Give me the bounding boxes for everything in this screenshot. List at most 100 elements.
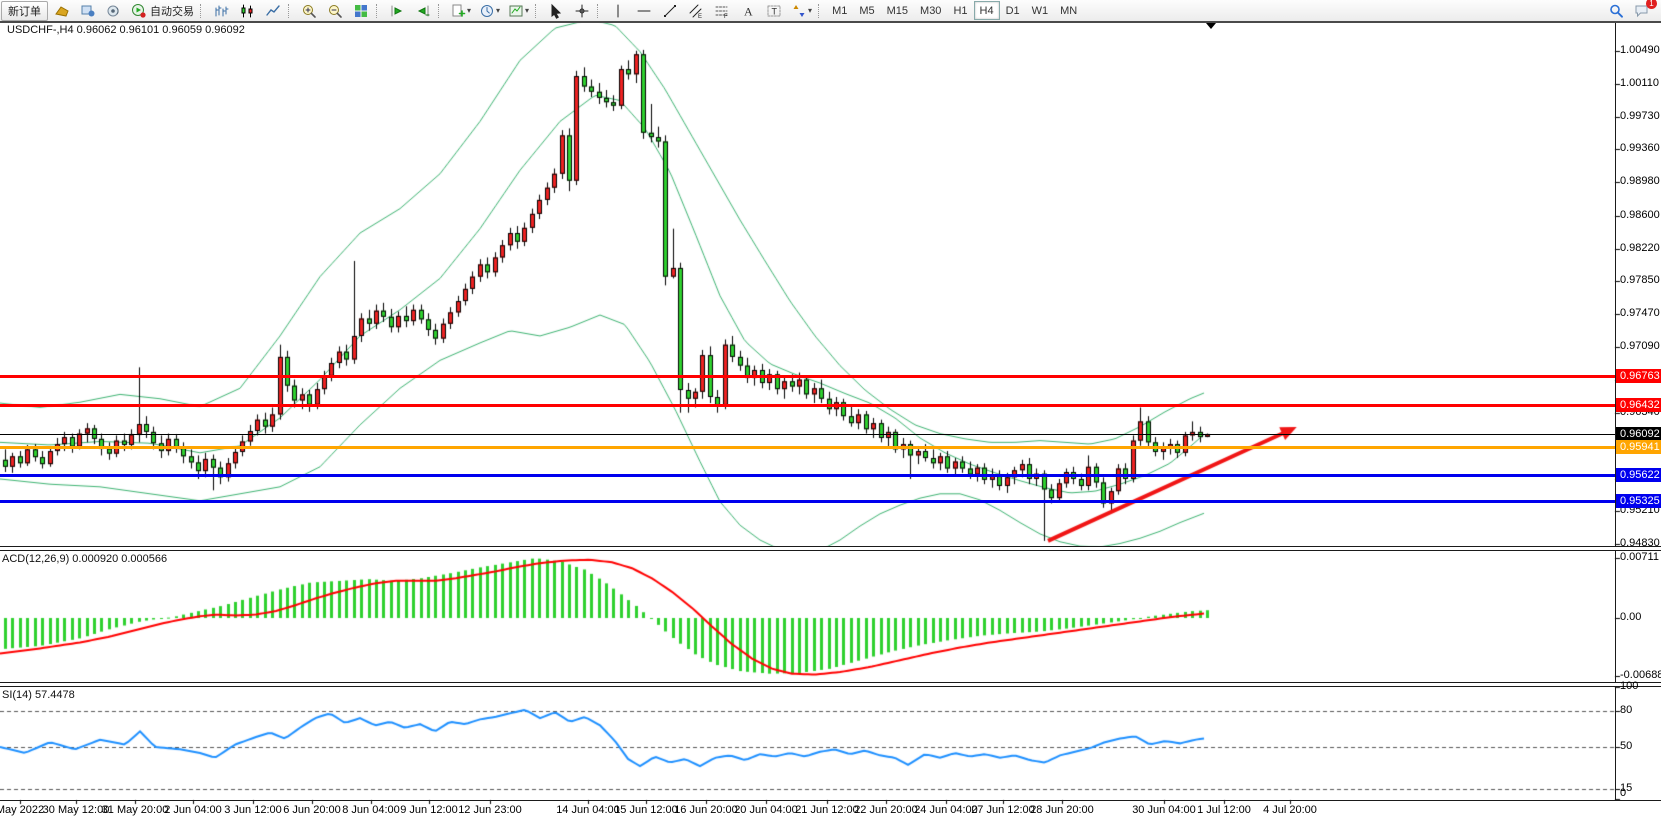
chart-shift-icon[interactable]: [411, 1, 435, 21]
timeframe-button-mn[interactable]: MN: [1060, 4, 1078, 17]
timeframe-button-d1[interactable]: D1: [1005, 4, 1020, 17]
horizontal-line[interactable]: [0, 500, 1615, 503]
zoom-in-icon[interactable]: [297, 1, 321, 21]
new-chart-icon[interactable]: ▾: [447, 1, 474, 21]
symbol-ohlc-info: USDCHF-,H4 0.96062 0.96101 0.96059 0.960…: [7, 24, 245, 36]
tile-windows-icon[interactable]: [349, 1, 373, 21]
price-tick-label: 1.00490: [1620, 43, 1660, 56]
text-label-icon[interactable]: T: [762, 1, 786, 21]
chat-icon[interactable]: 1: [1630, 0, 1657, 21]
price-tick-label: 1.00110: [1620, 76, 1659, 89]
text-icon[interactable]: A: [736, 1, 760, 21]
rsi-tick-label: 100: [1620, 679, 1639, 692]
macd-tick-label: 0.00711: [1620, 550, 1659, 563]
panel-separator-macd-rsi[interactable]: [0, 682, 1661, 687]
time-axis-label: 21 Jun 12:00: [795, 804, 859, 816]
timeframe-button-m30[interactable]: M30: [920, 4, 942, 17]
auto-scroll-icon[interactable]: [385, 1, 409, 21]
trend-arrow[interactable]: [1040, 420, 1295, 550]
price-line-label: 0.96432: [1616, 398, 1661, 412]
horizontal-line[interactable]: [0, 375, 1615, 378]
time-axis-label: 1 Jul 12:00: [1197, 804, 1251, 816]
price-tick-label: 0.98980: [1620, 175, 1660, 188]
time-axis[interactable]: May 2022 30 May 12:00 31 May 20:00 2 Jun 04…: [0, 801, 1615, 821]
time-axis-label: 8 Jun 04:00: [342, 804, 400, 816]
horizontal-line[interactable]: [0, 474, 1615, 477]
panel-separator-main-macd[interactable]: [0, 546, 1661, 551]
horizontal-line[interactable]: [0, 404, 1615, 407]
time-axis-label: 30 Jun 04:00: [1132, 804, 1196, 816]
metaeditor-icon[interactable]: [76, 1, 100, 21]
arrows-icon[interactable]: ▾: [788, 1, 815, 21]
time-axis-label: 20 Jun 04:00: [734, 804, 798, 816]
price-axis[interactable]: 1.00490 1.00110 0.99730 0.99360 0.98980 0.986…: [1616, 21, 1661, 800]
cursor-icon[interactable]: [544, 1, 568, 21]
timeframe-button-m5[interactable]: M5: [859, 4, 875, 17]
time-axis-label: May 2022: [0, 804, 45, 816]
template-icon[interactable]: ▾: [505, 1, 532, 21]
time-axis-label: 27 Jun 12:00: [971, 804, 1035, 816]
price-tick-label: 0.97850: [1620, 274, 1660, 286]
equidistant-channel-icon[interactable]: E: [684, 1, 708, 21]
price-tick-label: 0.99730: [1620, 110, 1660, 123]
horizontal-line-icon[interactable]: [632, 1, 656, 21]
price-tick-label: 0.97090: [1620, 340, 1660, 353]
zoom-out-icon[interactable]: [323, 1, 347, 21]
time-axis-label: 24 Jun 04:00: [914, 804, 978, 816]
timeframe-button-h4[interactable]: H4: [973, 1, 1000, 20]
terminal-icon[interactable]: [50, 1, 74, 21]
vertical-line-icon[interactable]: [606, 1, 630, 21]
period-icon[interactable]: ▾: [476, 1, 503, 21]
line-chart-icon[interactable]: [261, 1, 285, 21]
price-tick-label: 0.98220: [1620, 241, 1660, 254]
time-axis-label: 31 May 20:00: [101, 804, 169, 816]
timeframe-button-h1[interactable]: H1: [953, 4, 968, 17]
rsi-tick-label: 0: [1620, 787, 1627, 799]
trendline-icon[interactable]: [658, 1, 682, 21]
price-tick-label: 0.98600: [1620, 208, 1660, 221]
price-line-label: 0.95622: [1616, 468, 1661, 482]
horizontal-line[interactable]: [0, 446, 1615, 449]
toolbar: 新订单 自动交易 ▾ ▾ ▾ E F A T ▾ M1 M5 M15 M30 H1 H4 D1 W1 MN 1: [0, 0, 1661, 23]
macd-tick-label: -0.006888: [1620, 669, 1661, 682]
svg-text:T: T: [772, 6, 778, 16]
timeframe-button-w1[interactable]: W1: [1031, 4, 1049, 17]
fibonacci-icon[interactable]: F: [710, 1, 734, 21]
chart-shift-marker[interactable]: [1206, 23, 1216, 29]
signals-icon[interactable]: [102, 1, 126, 21]
macd-indicator-label: ACD(12,26,9) 0.000920 0.000566: [2, 553, 168, 565]
timeframe-button-m1[interactable]: M1: [832, 4, 848, 17]
rsi-indicator-label: SI(14) 57.4478: [2, 689, 75, 701]
time-axis-label: 6 Jun 20:00: [283, 804, 341, 816]
price-line-label: 0.96092: [1616, 427, 1661, 441]
time-axis-label: 2 Jun 04:00: [164, 804, 222, 816]
svg-text:A: A: [744, 4, 753, 18]
time-axis-label: 15 Jun 12:00: [614, 804, 678, 816]
price-line-label: 0.95941: [1616, 440, 1661, 454]
candlestick-chart-icon[interactable]: [235, 1, 259, 21]
price-tick-label: 0.97470: [1620, 307, 1660, 320]
rsi-tick-label: 50: [1620, 739, 1633, 752]
search-icon[interactable]: [1604, 1, 1628, 21]
current-price-line[interactable]: [0, 434, 1615, 435]
price-line-label: 0.95325: [1616, 494, 1661, 508]
price-axis-border: [1615, 21, 1616, 800]
time-axis-label: 12 Jun 23:00: [458, 804, 522, 816]
time-axis-label: 22 Jun 20:00: [854, 804, 918, 816]
notification-badge: 1: [1646, 0, 1657, 9]
price-line-label: 0.96763: [1616, 369, 1661, 383]
price-tick-label: 0.94830: [1620, 537, 1660, 550]
rsi-tick-label: 80: [1620, 703, 1633, 716]
bar-chart-icon[interactable]: [209, 1, 233, 21]
time-axis-label: 16 Jun 20:00: [674, 804, 738, 816]
auto-trading-button[interactable]: 自动交易: [128, 1, 197, 21]
toolbar-separator: [288, 3, 294, 18]
toolbar-separator: [818, 3, 824, 18]
crosshair-icon[interactable]: [570, 1, 594, 21]
price-tick-label: 0.99360: [1620, 142, 1660, 155]
new-order-button[interactable]: 新订单: [1, 0, 48, 21]
toolbar-separator: [438, 3, 444, 18]
timeframe-button-m15[interactable]: M15: [886, 4, 909, 17]
